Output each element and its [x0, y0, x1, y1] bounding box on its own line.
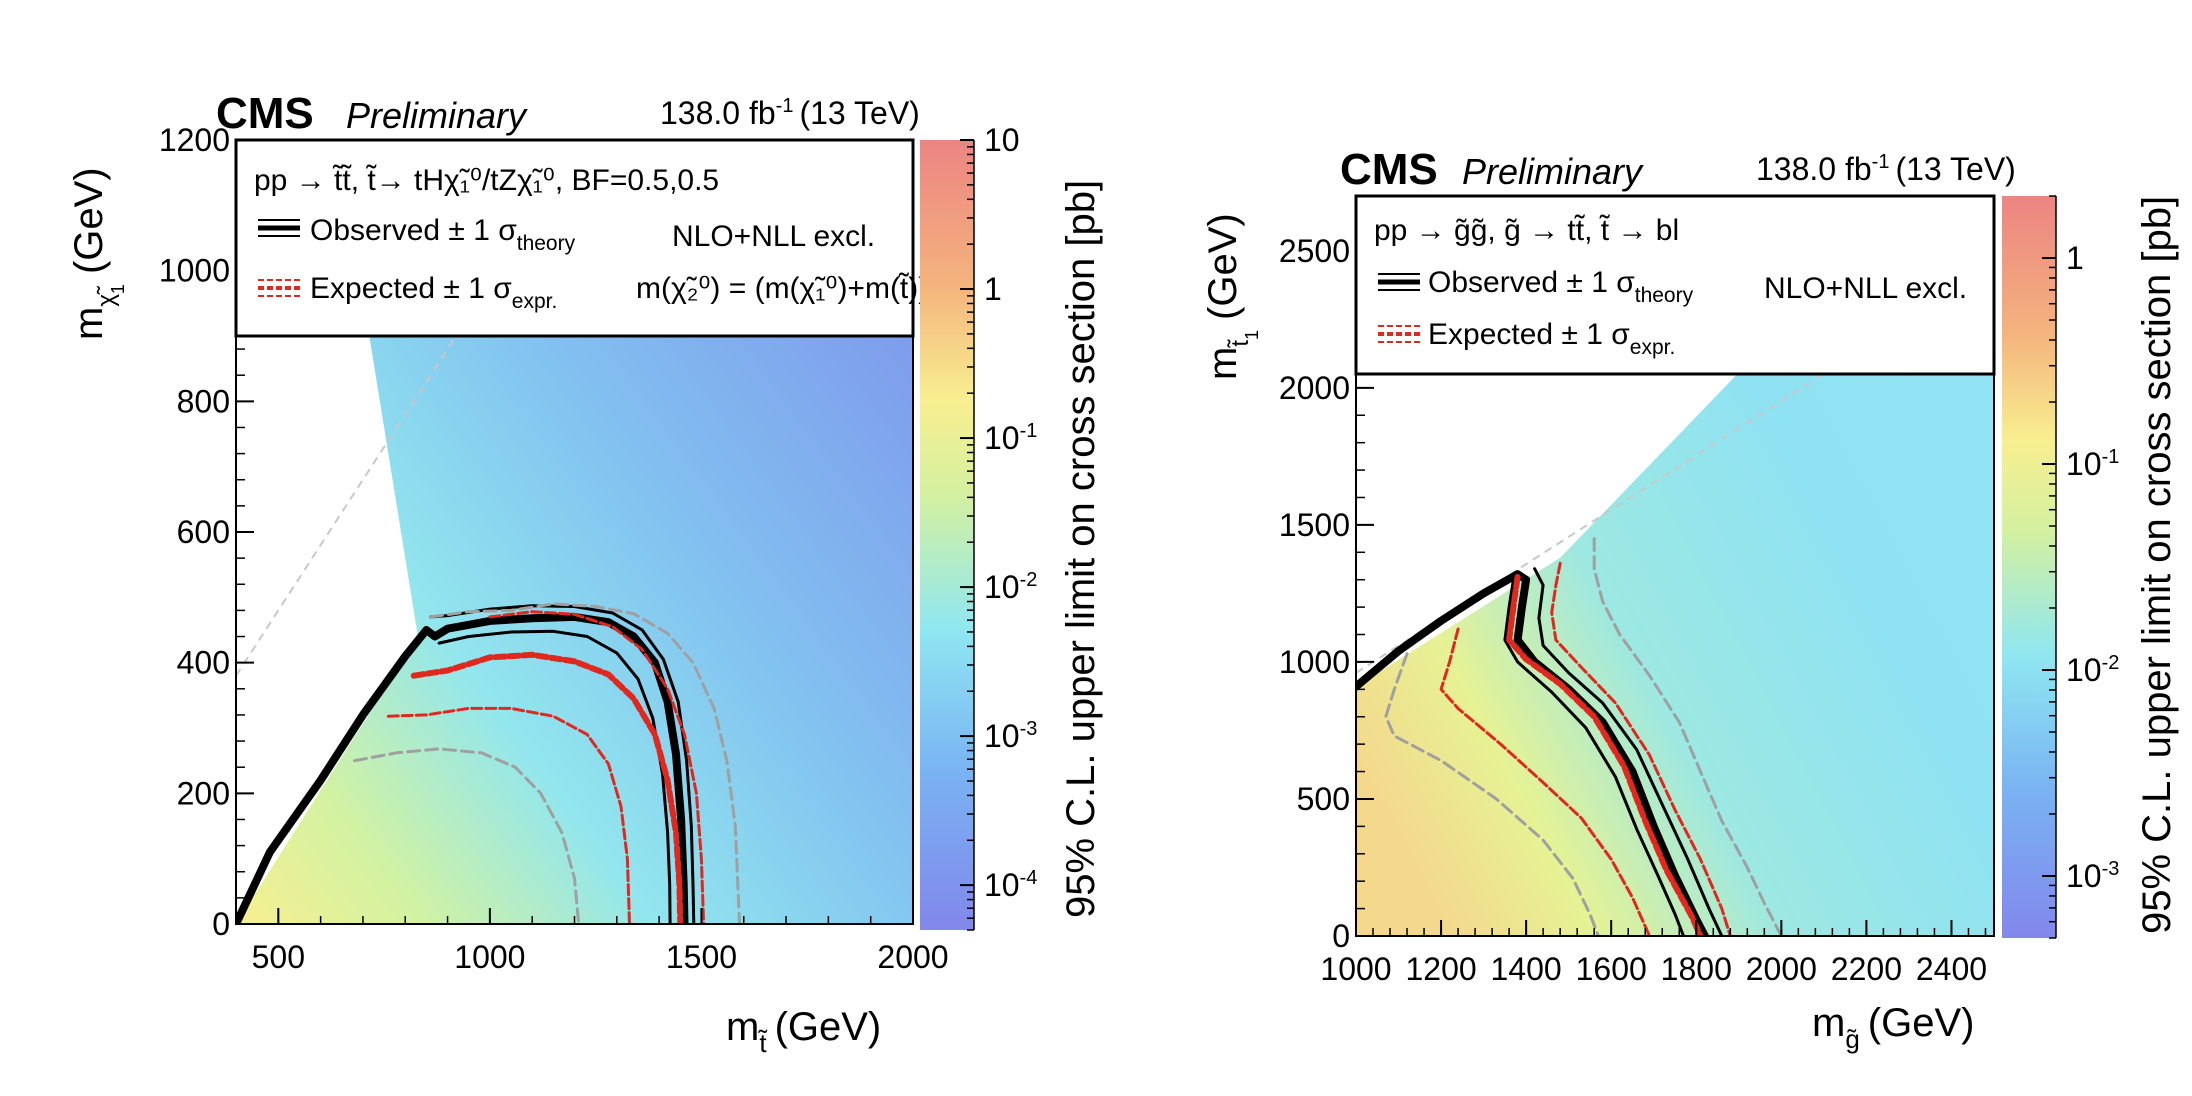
left-series-expected-band-4 — [488, 610, 706, 924]
z-tick-label: 1 — [2066, 240, 2084, 276]
left-cms-label: CMS — [216, 89, 314, 138]
left-legend-box — [234, 138, 915, 338]
x-tick-label: 2000 — [877, 939, 948, 975]
right-series-observed-band-2 — [1503, 578, 1685, 936]
left-legend: pp → t̃t̃, t̃→ tHχ̃₁⁰/tZχ̃₁⁰, BF=0.5,0.5… — [234, 138, 953, 338]
y-tick-label: 2000 — [1279, 370, 1350, 406]
x-tick-label: 1800 — [1661, 951, 1732, 987]
left-colorbar-axis: 10 1 10-1 10-2 10-3 10-4 — [960, 122, 1037, 931]
right-y-axis-title: mt̃1(GeV) — [1201, 213, 1262, 380]
right-legend-process: pp → g̃g̃, g̃ → tt̃, t̃ → bl — [1374, 214, 1679, 247]
x-tick-label: 1000 — [454, 939, 525, 975]
right-contours — [1356, 537, 1783, 936]
right-legend-observed: Observed ± 1 σtheory — [1428, 266, 1694, 307]
z-tick-label: 10-2 — [984, 569, 1037, 605]
left-series-expected-band-5 — [386, 706, 631, 924]
x-tick-label: 1000 — [1320, 951, 1391, 987]
left-colorbar — [920, 140, 974, 930]
y-tick-label: 2500 — [1279, 233, 1350, 269]
left-legend-observed: Observed ± 1 σtheory — [310, 214, 576, 255]
right-series-expected-band-4 — [1550, 561, 1732, 936]
left-series-observed-band-1 — [429, 604, 696, 924]
z-tick-label: 10 — [984, 122, 1020, 158]
right-series-expected-band2-6 — [1592, 537, 1783, 936]
left-contours — [236, 602, 741, 924]
y-tick-label: 0 — [1332, 918, 1350, 954]
z-tick-label: 10-3 — [2066, 858, 2119, 894]
z-tick-label: 10-1 — [984, 420, 1037, 456]
right-series-expected-3 — [1506, 574, 1704, 936]
right-series-expected-band2-7 — [1384, 652, 1600, 936]
x-tick-label: 2200 — [1831, 951, 1902, 987]
left-series-expected-band2-7 — [353, 747, 581, 924]
x-tick-label: 1500 — [666, 939, 737, 975]
z-tick-label: 10-4 — [984, 867, 1037, 903]
right-diagonal-line — [1356, 318, 1910, 674]
left-colorbar-title: 95% C.L. upper limit on cross section [p… — [1059, 180, 1103, 918]
right-legend-box — [1354, 194, 1996, 376]
y-tick-label: 400 — [177, 645, 230, 681]
right-lumi-label: 138.0 fb-1 (13 TeV) — [1756, 151, 2016, 187]
left-series-observed-0 — [236, 612, 689, 924]
y-tick-label: 800 — [177, 383, 230, 419]
right-preliminary-label: Preliminary — [1462, 151, 1644, 192]
right-cms-label: CMS — [1340, 145, 1438, 194]
x-tick-label: 1400 — [1491, 951, 1562, 987]
left-legend-process: pp → t̃t̃, t̃→ tHχ̃₁⁰/tZχ̃₁⁰, BF=0.5,0.5 — [254, 164, 719, 197]
y-tick-label: 1500 — [1279, 507, 1350, 543]
right-colorbar-title: 95% C.L. upper limit on cross section [p… — [2135, 196, 2179, 934]
y-tick-label: 1000 — [159, 253, 230, 289]
left-panel: CMS Preliminary 138.0 fb-1 (13 TeV) 500 10… — [67, 89, 1103, 1058]
right-legend-nlo: NLO+NLL excl. — [1764, 272, 1967, 305]
left-y-axis-title: mχ̃1(GeV) — [67, 167, 128, 340]
y-tick-label: 500 — [1297, 781, 1350, 817]
left-y-axis: 0 200 400 600 800 1000 1200 — [159, 122, 254, 942]
right-y-axis: 0 500 1000 1500 2000 2500 — [1279, 195, 1374, 954]
left-x-axis-title: mt̃ (GeV) — [726, 1005, 881, 1058]
y-tick-label: 600 — [177, 514, 230, 550]
x-tick-label: 500 — [252, 939, 305, 975]
left-legend-expected: Expected ± 1 σexpr. — [310, 272, 557, 313]
x-tick-label: 2000 — [1746, 951, 1817, 987]
x-tick-label: 1200 — [1405, 951, 1476, 987]
right-series-observed-band-1 — [1533, 567, 1724, 936]
right-panel: CMS Preliminary 138.0 fb-1 (13 TeV) 1000 1… — [1201, 145, 2179, 1054]
right-legend: pp → g̃g̃, g̃ → tt̃, t̃ → bl Observed ± … — [1354, 194, 1996, 376]
right-colorbar — [2002, 196, 2056, 938]
left-legend-nlo: NLO+NLL excl. — [672, 220, 875, 253]
z-tick-label: 10-1 — [2066, 446, 2119, 482]
right-x-axis-title: mg̃ (GeV) — [1812, 1001, 1974, 1054]
left-lumi-label: 138.0 fb-1 (13 TeV) — [660, 95, 920, 131]
x-tick-label: 2400 — [1916, 951, 1987, 987]
y-tick-label: 1000 — [1279, 644, 1350, 680]
z-tick-label: 10-3 — [984, 718, 1037, 754]
y-tick-label: 0 — [212, 906, 230, 942]
right-series-observed-0 — [1356, 570, 1709, 936]
right-x-axis: 1000 1200 1400 1600 1800 2000 2200 2400 — [1320, 920, 1987, 987]
left-x-axis: 500 1000 1500 2000 — [235, 908, 949, 975]
y-tick-label: 200 — [177, 775, 230, 811]
right-heatmap — [1356, 196, 1994, 936]
left-legend-mass-relation: m(χ̃₂⁰) = (m(χ̃₁⁰)+m(t̃))/2 — [636, 272, 953, 305]
right-legend-expected: Expected ± 1 σexpr. — [1428, 318, 1675, 359]
left-series-expected-band2-6 — [429, 602, 741, 924]
right-colorbar-axis: 1 10-1 10-2 10-3 — [2042, 195, 2119, 939]
left-series-observed-band-2 — [437, 629, 672, 924]
x-tick-label: 1600 — [1576, 951, 1647, 987]
z-tick-label: 1 — [984, 271, 1002, 307]
left-preliminary-label: Preliminary — [346, 95, 528, 136]
right-series-expected-band-5 — [1439, 627, 1651, 936]
y-tick-label: 1200 — [159, 122, 230, 158]
z-tick-label: 10-2 — [2066, 652, 2119, 688]
left-series-expected-3 — [410, 651, 684, 924]
